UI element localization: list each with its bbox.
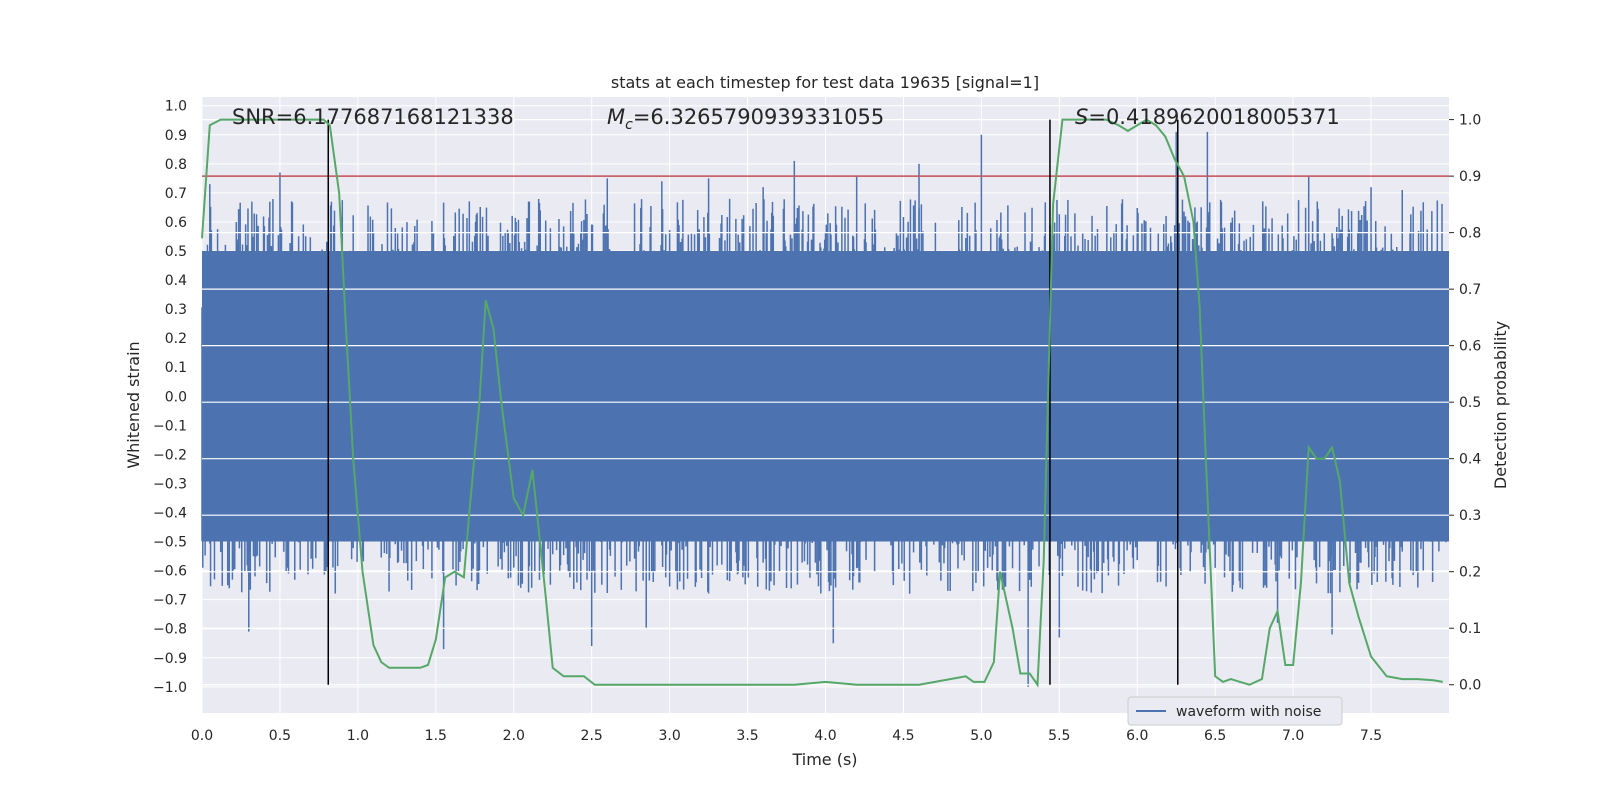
s-value: =0.4189620018005371 [1088, 105, 1339, 129]
y-tick-label-16: −0.6 [153, 564, 187, 580]
y-right-tick-label-9: 0.1 [1459, 621, 1481, 637]
x-tick-label-12: 6.0 [1126, 728, 1148, 744]
legend-box [1127, 696, 1343, 726]
y-tick-label-5: 0.5 [165, 244, 187, 260]
y-tick-label-13: −0.3 [153, 476, 187, 492]
y-right-axis-label: Detection probability [1491, 321, 1510, 489]
y-tick-label-2: 0.8 [165, 157, 187, 173]
y-right-axis-ticks: 1.0 0.9 0.8 0.7 0.6 0.5 0.4 0.3 0.2 0.1 0.0 [1449, 113, 1481, 694]
s-annotation: S=0.4189620018005371 [1075, 105, 1340, 129]
y-tick-label-3: 0.7 [165, 186, 187, 202]
y-right-tick-label-4: 0.6 [1459, 339, 1481, 355]
y-tick-label-9: 0.1 [165, 360, 187, 376]
x-tick-label-4: 2.0 [503, 728, 525, 744]
x-axis-ticks: 0.0 0.5 1.0 1.5 2.0 2.5 3.0 3.5 4.0 4.5 5.0 5.5 6.0 6… [191, 728, 1382, 744]
x-tick-label-7: 3.5 [736, 728, 758, 744]
x-tick-label-14: 7.0 [1282, 728, 1304, 744]
y-right-tick-label-2: 0.8 [1459, 226, 1481, 242]
x-tick-label-15: 7.5 [1360, 728, 1382, 744]
y-axis-ticks: 1.0 0.9 0.8 0.7 0.6 0.5 0.4 0.3 0.2 0.1 0.0 −0.1 −0.… [153, 99, 187, 696]
x-tick-label-9: 4.5 [892, 728, 914, 744]
x-tick-label-8: 4.0 [814, 728, 836, 744]
y-right-tick-label-10: 0.0 [1459, 678, 1481, 694]
vertical-markers [327, 119, 1179, 685]
y-right-tick-label-3: 0.7 [1459, 282, 1481, 298]
y-tick-label-6: 0.4 [165, 273, 187, 289]
chirp-mass-subscript: c [625, 117, 633, 133]
y-right-tick-label-1: 0.9 [1459, 169, 1481, 185]
x-tick-label-10: 5.0 [970, 728, 992, 744]
x-tick-label-0: 0.0 [191, 728, 213, 744]
y-tick-label-12: −0.2 [153, 447, 187, 463]
y-tick-label-15: −0.5 [153, 535, 187, 551]
y-right-tick-label-7: 0.3 [1459, 508, 1481, 524]
series-detection-probability [201, 118, 1443, 688]
x-tick-label-11: 5.5 [1048, 728, 1070, 744]
y-right-tick-label-0: 1.0 [1459, 113, 1481, 129]
y-tick-label-8: 0.2 [165, 331, 187, 347]
y-tick-label-1: 0.9 [165, 128, 187, 144]
x-tick-label-6: 3.0 [658, 728, 680, 744]
chart-title: stats at each timestep for test data 196… [611, 73, 1039, 92]
y-tick-label-17: −0.7 [153, 593, 187, 609]
x-tick-label-3: 1.5 [425, 728, 447, 744]
legend: waveform with noise [1127, 696, 1343, 726]
y-right-tick-label-6: 0.4 [1459, 452, 1481, 468]
y-tick-label-20: −1.0 [153, 680, 187, 696]
x-tick-label-2: 1.0 [347, 728, 369, 744]
x-axis-label: Time (s) [791, 750, 857, 769]
waveform-dense-band [202, 251, 1449, 542]
series-waveform-with-noise [201, 131, 1449, 687]
y-tick-label-11: −0.1 [153, 418, 187, 434]
legend-label-waveform: waveform with noise [1176, 704, 1321, 720]
y-tick-label-19: −0.9 [153, 651, 187, 667]
y-tick-label-10: 0.0 [165, 389, 187, 405]
y-right-tick-label-5: 0.5 [1459, 395, 1481, 411]
x-tick-label-1: 0.5 [269, 728, 291, 744]
x-tick-label-13: 6.5 [1204, 728, 1226, 744]
y-tick-label-0: 1.0 [165, 99, 187, 115]
y-tick-label-7: 0.3 [165, 302, 187, 318]
y-tick-label-4: 0.6 [165, 215, 187, 231]
chirp-mass-value: =6.3265790939331055 [633, 105, 884, 129]
y-tick-label-14: −0.4 [153, 506, 187, 522]
chirp-mass-symbol: M [607, 105, 625, 129]
x-tick-label-5: 2.5 [581, 728, 603, 744]
y-tick-label-18: −0.8 [153, 622, 187, 638]
chirp-mass-annotation: Mc=6.3265790939331055 [607, 105, 884, 133]
y-right-tick-label-8: 0.2 [1459, 565, 1481, 581]
snr-annotation: SNR=6.177687168121338 [232, 105, 514, 129]
waveform-spikes [209, 131, 1403, 687]
s-symbol: S [1075, 105, 1088, 129]
y-axis-label: Whitened strain [124, 341, 143, 468]
